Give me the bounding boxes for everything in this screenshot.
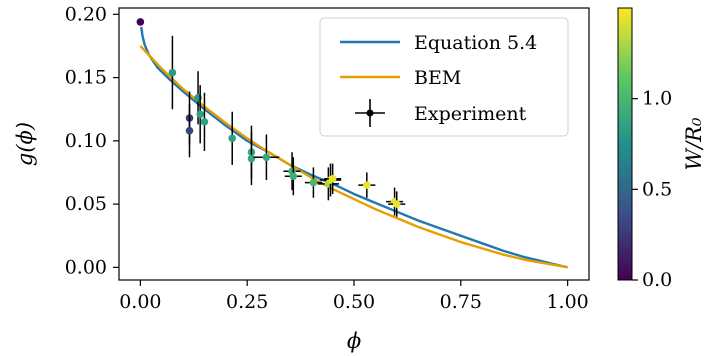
x-tick-label: 0.50 [333, 291, 375, 313]
x-tick-label: 0.25 [226, 291, 268, 313]
y-tick-label: 0.20 [65, 3, 107, 25]
legend-label-equation: Equation 5.4 [414, 32, 537, 54]
experiment-point [283, 152, 301, 191]
x-tick-label: 1.00 [546, 291, 588, 313]
legend-label-bem: BEM [414, 67, 461, 89]
experiment-point [284, 157, 302, 196]
y-tick-label: 0.05 [65, 193, 107, 215]
experiment-point [200, 92, 209, 151]
y-tick-label: 0.15 [65, 67, 107, 89]
experiment-marker [200, 118, 209, 126]
series-layer [136, 18, 568, 269]
experiment-marker [228, 134, 237, 143]
experiment-point [388, 191, 406, 217]
experiment-point [168, 35, 177, 110]
experiment-point [136, 18, 145, 26]
experiment-point [185, 104, 194, 158]
y-tick-label: 0.00 [65, 256, 107, 278]
y-tick-label: 0.10 [65, 130, 107, 152]
colorbar-label: W/R₀ [682, 117, 706, 170]
colorbar [617, 7, 633, 281]
legend-swatch-experiment [355, 99, 385, 127]
experiment-marker [363, 181, 371, 189]
y-axis: 0.00 0.05 0.10 0.15 0.20 [65, 3, 119, 278]
x-tick-label: 0.00 [119, 291, 161, 313]
series-line-bem [139, 45, 568, 269]
colorbar-axis: 0.0 0.5 1.0 [632, 88, 672, 291]
experiment-marker [185, 126, 194, 135]
experiment-marker [262, 153, 271, 162]
x-axis-label: ϕ [347, 329, 361, 353]
experiment-marker [392, 200, 401, 208]
experiment-point [324, 163, 342, 194]
y-axis-label: g(ϕ) [13, 122, 37, 166]
x-tick-label: 0.75 [440, 291, 482, 313]
experiment-point [304, 167, 322, 198]
experiment-marker [136, 18, 145, 26]
legend-frame [319, 17, 569, 137]
experiment-marker [309, 178, 318, 187]
x-axis: 0.00 0.25 0.50 0.75 1.00 [119, 280, 589, 313]
experiment-marker [168, 68, 177, 77]
colorbar-tick-label: 0.5 [642, 178, 672, 200]
experiment-marker [196, 110, 204, 119]
experiment-point [247, 131, 256, 186]
legend-label-experiment: Experiment [414, 103, 527, 125]
experiment-point [196, 85, 204, 144]
experiment-marker [247, 154, 256, 163]
colorbar-tick-label: 1.0 [642, 88, 672, 110]
experiment-marker [328, 174, 337, 183]
experiment-point [358, 172, 376, 198]
experiment-point [228, 111, 237, 165]
experiment-point [253, 134, 280, 181]
colorbar-tick-label: 0.0 [642, 269, 672, 291]
legend: Equation 5.4 BEM Experiment [319, 17, 569, 137]
experiment-point [317, 167, 340, 201]
experiment-marker [289, 172, 298, 181]
